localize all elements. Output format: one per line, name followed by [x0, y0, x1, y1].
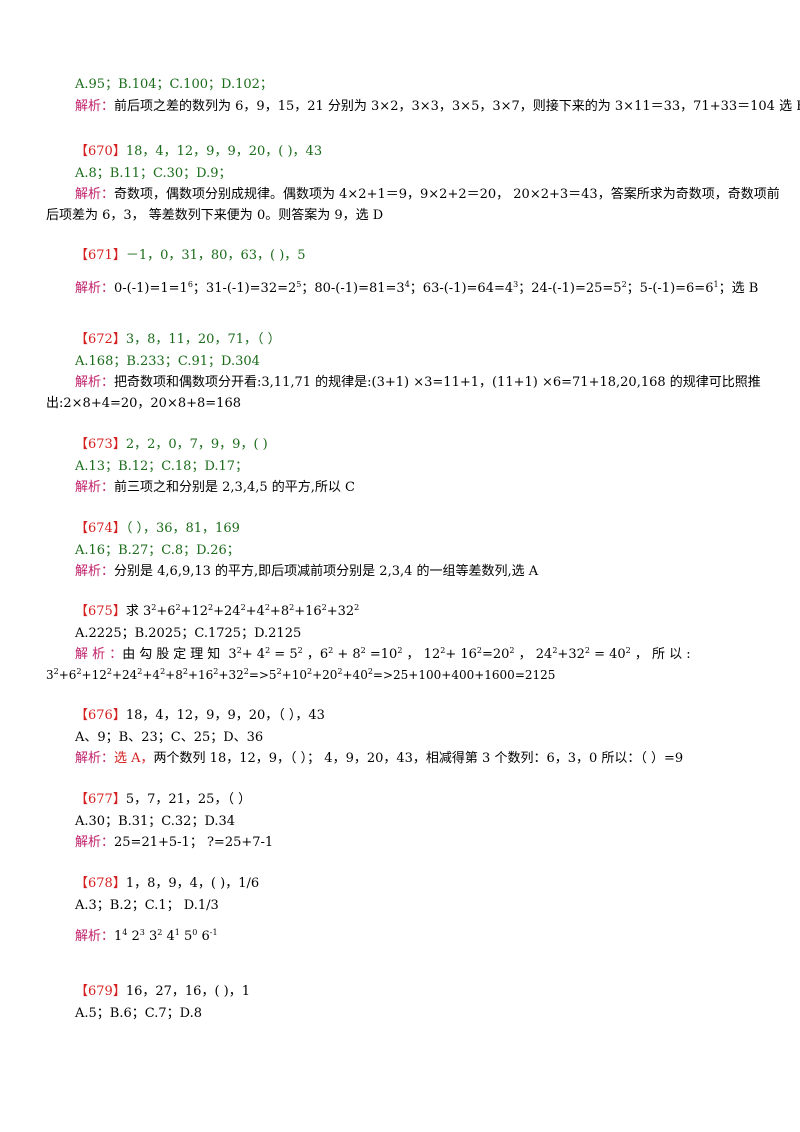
q670-question: 【670】18，4，12，9，9，20，( )，43: [75, 143, 322, 161]
q670-options: A.8；B.11；C.30；D.9；: [75, 166, 232, 181]
analysis-text: 分别是 4,6,9,13 的平方,即后项减前项分别是 2,3,4 的一组等差数列…: [114, 564, 539, 579]
analysis-text: 0-(-1)=1=16；31-(-1)=32=25；80-(-1)=81=34；…: [114, 280, 759, 297]
q671-analysis: 解析：0-(-1)=1=16；31-(-1)=32=25；80-(-1)=81=…: [75, 280, 758, 298]
q670-analysis: 解析：奇数项，偶数项分别成规律。偶数项为 4×2+1＝9，9×2+2＝20， 2…: [75, 186, 780, 204]
question-number: 【677】: [75, 792, 126, 807]
q674-question: 【674】（ ），36，81，169: [75, 520, 240, 538]
analysis-label: 解析：: [75, 375, 115, 390]
q676-question: 【676】18，4，12，9，9，20，（ ），43: [75, 707, 325, 725]
q674-options: A.16；B.27；C.8；D.26；: [75, 543, 240, 558]
q679-question: 【679】16，27，16，( )，1: [75, 983, 250, 1001]
q672-analysis: 解析：把奇数项和偶数项分开看:3,11,71 的规律是:(3+1) ×3=11+…: [75, 374, 761, 392]
question-number: 【672】: [75, 332, 126, 347]
analysis-text: 14 23 32 41 50 6-1: [114, 928, 218, 945]
q677-question: 【677】5，7，21，25，（ ）: [75, 791, 251, 809]
q679-options: A.5；B.6；C.7；D.8: [75, 1006, 202, 1021]
q671-question: 【671】－1，0，31，80，63，( )，5: [75, 247, 306, 265]
q669-analysis: 解析：前后项之差的数列为 6，9，15，21 分别为 3×2，3×3，3×5，3…: [75, 98, 800, 116]
q672-options: A.168；B.233；C.91；D.304: [75, 354, 260, 369]
analysis-text: 前三项之和分别是 2,3,4,5 的平方,所以 C: [114, 480, 355, 495]
analysis-text: 把奇数项和偶数项分开看:3,11,71 的规律是:(3+1) ×3=11+1，(…: [114, 375, 761, 390]
question-text: 1，8，9，4，( )，1/6: [125, 876, 260, 891]
question-text: 16，27，16，( )，1: [125, 984, 251, 999]
analysis-label: 解析：: [75, 480, 115, 495]
question-text: 18，4，12，9，9，20，（ ），43: [125, 708, 325, 723]
question-number: 【679】: [75, 984, 126, 999]
q669-options: A.95；B.104；C.100；D.102；: [75, 77, 273, 92]
q675-analysis-cont: 32+62+122+242+42+82+162+322=>52+102+202+…: [46, 667, 556, 683]
q673-options: A.13；B.12；C.18；D.17；: [75, 459, 249, 474]
question-text: 求 32+62+122+242+42+82+162+322: [125, 603, 360, 620]
question-text: （ ），36，81，169: [125, 521, 240, 536]
question-number: 【674】: [75, 521, 126, 536]
analysis-label: 解析：: [75, 835, 115, 850]
analysis-text: 25=21+5-1； ?=25+7-1: [114, 835, 274, 850]
q670-analysis-cont: 后项差为 6，3， 等差数列下来便为 0。则答案为 9，选 D: [46, 208, 384, 223]
analysis-text: 由勾股定理知 32+ 42 = 52 ，62 + 82 =102 ， 122+ …: [122, 646, 691, 663]
analysis-label: 解 析 ：: [75, 647, 123, 662]
question-text: 2，2，0，7，9，9，( ): [125, 437, 268, 452]
question-text: 5，7，21，25，（ ）: [125, 792, 252, 807]
analysis-text: 前后项之差的数列为 6，9，15，21 分别为 3×2，3×3，3×5，3×7，…: [114, 99, 800, 114]
q678-options: A.3；B.2；C.1； D.1/3: [75, 898, 219, 913]
question-text: －1，0，31，80，63，( )，5: [125, 248, 306, 263]
q675-question: 【675】求 32+62+122+242+42+82+162+322: [75, 603, 359, 621]
question-number: 【671】: [75, 248, 126, 263]
q676-options: A、9；B、23；C、25；D、36: [75, 730, 264, 745]
q675-options: A.2225；B.2025；C.1725；D.2125: [75, 626, 302, 641]
q674-analysis: 解析：分别是 4,6,9,13 的平方,即后项减前项分别是 2,3,4 的一组等…: [75, 563, 538, 581]
analysis-text: 两个数列 18，12，9，（ ）； 4，9，20，43，相减得第 3 个数列：6…: [153, 751, 684, 766]
question-text: 18，4，12，9，9，20，( )，43: [125, 144, 323, 159]
analysis-answer: 选 A，: [114, 751, 154, 766]
q672-analysis-cont: 出:2×8+4=20，20×8+8=168: [46, 396, 241, 411]
question-text: 3，8，11，20，71，（ ）: [125, 332, 281, 347]
question-number: 【670】: [75, 144, 126, 159]
question-number: 【673】: [75, 437, 126, 452]
q677-analysis: 解析：25=21+5-1； ?=25+7-1: [75, 834, 273, 852]
q678-analysis: 解析：14 23 32 41 50 6-1: [75, 928, 218, 946]
analysis-label: 解析：: [75, 281, 115, 296]
q676-analysis: 解析：选 A，两个数列 18，12，9，（ ）； 4，9，20，43，相减得第 …: [75, 750, 683, 768]
analysis-label: 解析：: [75, 929, 115, 944]
analysis-label: 解析：: [75, 99, 115, 114]
question-number: 【675】: [75, 604, 126, 619]
q677-options: A.30；B.31；C.32；D.34: [75, 814, 236, 829]
analysis-label: 解析：: [75, 751, 115, 766]
q672-question: 【672】3，8，11，20，71，（ ）: [75, 331, 281, 349]
analysis-label: 解析：: [75, 187, 115, 202]
question-number: 【678】: [75, 876, 126, 891]
analysis-text: 奇数项，偶数项分别成规律。偶数项为 4×2+1＝9，9×2+2＝20， 20×2…: [114, 187, 780, 202]
question-number: 【676】: [75, 708, 126, 723]
q678-question: 【678】1，8，9，4，( )，1/6: [75, 875, 259, 893]
q675-analysis: 解 析 ：由勾股定理知 32+ 42 = 52 ，62 + 82 =102 ， …: [75, 646, 691, 664]
q673-analysis: 解析：前三项之和分别是 2,3,4,5 的平方,所以 C: [75, 479, 355, 497]
analysis-label: 解析：: [75, 564, 115, 579]
q673-question: 【673】2，2，0，7，9，9，( ): [75, 436, 268, 454]
